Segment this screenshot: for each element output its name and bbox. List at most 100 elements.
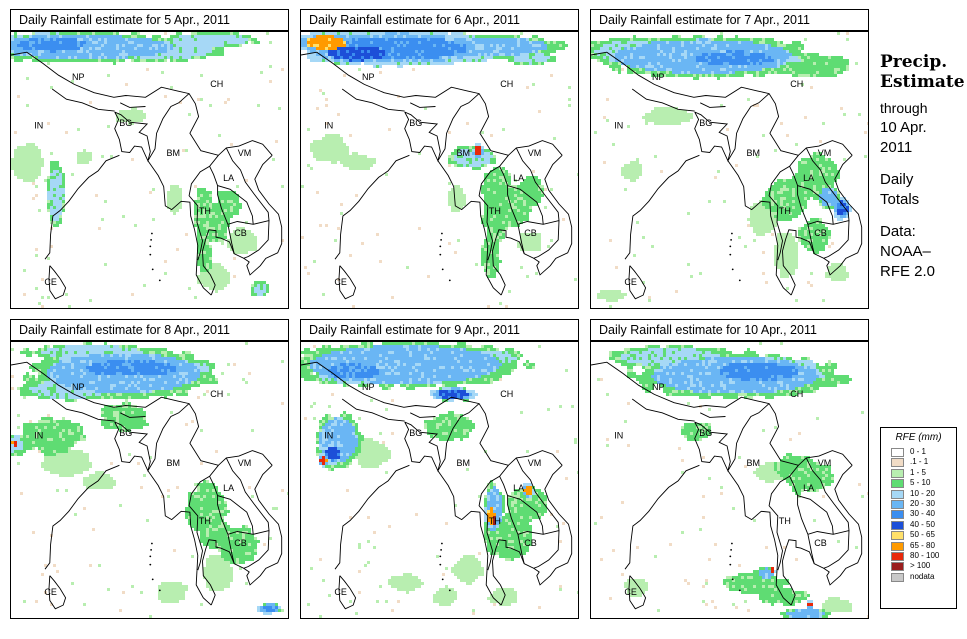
boundary-line xyxy=(11,361,273,466)
legend-swatch xyxy=(891,479,904,489)
boundary-line xyxy=(533,464,573,586)
panel-title: Daily Rainfall estimate for 6 Apr., 2011 xyxy=(300,9,579,31)
boundary-line xyxy=(227,220,270,259)
rainfall-class-3 xyxy=(11,342,281,612)
island xyxy=(729,253,732,256)
boundary-line xyxy=(775,260,792,296)
boundary-line xyxy=(727,403,770,472)
island xyxy=(441,542,443,545)
island xyxy=(731,542,733,545)
country-label: BG xyxy=(699,428,712,438)
boundary-line xyxy=(120,102,146,108)
country-label: LA xyxy=(803,483,814,493)
map-canvas: NP CH IN BG BM VM LA TH CB CE xyxy=(591,342,868,618)
island xyxy=(729,563,732,566)
legend-swatch xyxy=(891,448,904,457)
country-label: BM xyxy=(166,148,180,158)
island xyxy=(440,549,442,551)
country-label: TH xyxy=(779,206,791,216)
rainfall-class-1 xyxy=(603,32,868,299)
country-boundaries xyxy=(591,51,863,300)
rainfall-class-3 xyxy=(609,345,852,618)
boundary-line xyxy=(631,88,695,112)
rainfall-class-2 xyxy=(591,32,867,308)
boundary-line xyxy=(700,102,726,108)
legend-label: 10 - 20 xyxy=(910,488,935,498)
island xyxy=(158,589,161,592)
rainfall-class-6 xyxy=(17,38,86,53)
totals-line: Totals xyxy=(880,191,920,208)
country-label: CH xyxy=(790,79,803,89)
country-label: CE xyxy=(44,587,57,597)
country-label: LA xyxy=(223,483,234,493)
country-label: LA xyxy=(513,483,524,493)
island xyxy=(439,245,442,248)
boundary-line xyxy=(492,539,525,606)
country-label: VM xyxy=(528,458,542,468)
rainfall-class-3 xyxy=(591,35,849,254)
panel-title: Daily Rainfall estimate for 10 Apr., 201… xyxy=(590,319,869,341)
island xyxy=(729,245,732,248)
rainfall-class-8 xyxy=(487,510,490,513)
boundary-line xyxy=(195,260,212,296)
legend-label: 20 - 30 xyxy=(910,498,935,508)
legend-item: 65 - 80 xyxy=(881,541,956,551)
boundary-line xyxy=(797,185,809,225)
country-label: VM xyxy=(818,458,832,468)
island xyxy=(439,253,442,256)
country-label: IN xyxy=(34,431,43,441)
rainfall-field xyxy=(11,32,284,308)
rainfall-class-10 xyxy=(475,146,481,155)
boundary-line xyxy=(805,147,850,221)
country-label: IN xyxy=(34,121,43,131)
island xyxy=(439,555,442,558)
boundary-line xyxy=(114,111,151,163)
boundary-line xyxy=(338,575,357,610)
rainfall-map: NP CH IN BG BM VM LA TH CB CE xyxy=(10,341,289,619)
country-label: IN xyxy=(614,121,623,131)
country-label: TH xyxy=(489,206,501,216)
rainfall-map: NP CH IN BG BM VM LA TH CB CE xyxy=(590,31,869,309)
country-label: NP xyxy=(362,382,375,392)
boundary-line xyxy=(217,185,229,225)
rainfall-class-5 xyxy=(310,345,529,531)
legend-label: nodata xyxy=(910,571,935,581)
island xyxy=(149,245,152,248)
boundary-line xyxy=(789,476,834,535)
country-boundaries xyxy=(301,361,573,610)
island xyxy=(731,268,734,271)
boundary-line xyxy=(492,229,525,296)
country-label: CE xyxy=(624,277,637,287)
side-info: Precip. Estimate through 10 Apr. 2011 Da… xyxy=(880,52,965,282)
country-label: CH xyxy=(790,389,803,399)
country-label: CH xyxy=(210,79,223,89)
legend-swatch xyxy=(891,458,904,468)
country-label: CE xyxy=(334,587,347,597)
country-label: LA xyxy=(513,173,524,183)
country-label: LA xyxy=(223,173,234,183)
rainfall-class-7 xyxy=(837,200,849,215)
legend-item: .1 - 1 xyxy=(881,457,956,468)
legend-item: 30 - 40 xyxy=(881,509,956,520)
panel-title: Daily Rainfall estimate for 8 Apr., 2011 xyxy=(10,319,289,341)
boundary-line xyxy=(209,166,254,225)
country-label: CB xyxy=(234,228,247,238)
island xyxy=(738,589,741,592)
island xyxy=(151,232,153,235)
country-label: TH xyxy=(199,516,211,526)
country-label: TH xyxy=(199,206,211,216)
legend-label: 30 - 40 xyxy=(910,509,935,519)
boundary-line xyxy=(694,111,731,163)
boundary-line xyxy=(807,220,850,259)
legend-item: 10 - 20 xyxy=(881,489,956,499)
legend-swatch xyxy=(891,510,904,520)
boundary-line xyxy=(700,412,726,418)
rainfall-class-1 xyxy=(14,32,284,308)
legend-swatch xyxy=(891,468,904,478)
country-label: BM xyxy=(456,458,470,468)
rainfall-field xyxy=(11,342,288,618)
country-label: CB xyxy=(234,538,247,548)
boundary-line xyxy=(807,530,850,569)
